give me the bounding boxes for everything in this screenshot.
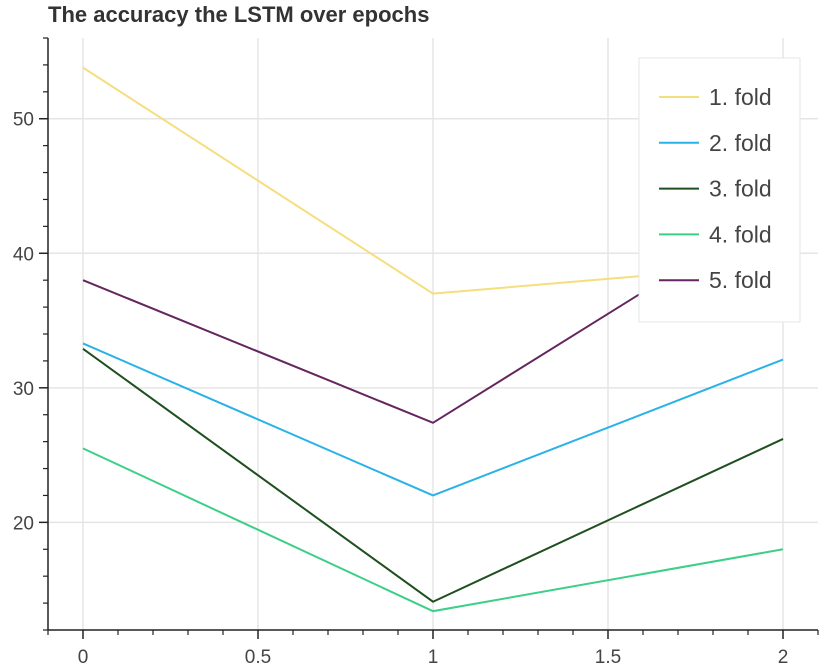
x-tick-label-1: 0.5 (245, 647, 271, 668)
series-line-fold-2 (82, 342, 784, 497)
legend: 1. fold 2. fold 3. fold 4. fold 5. fold (638, 57, 801, 323)
y-tick-label-1: 30 (13, 379, 34, 400)
legend-label-fold-3: 3. fold (709, 176, 772, 202)
x-tick-label-0: 0 (78, 647, 89, 668)
x-tick-label-3: 1.5 (595, 647, 621, 668)
legend-label-fold-5: 5. fold (709, 267, 772, 293)
grid (48, 38, 818, 630)
legend-label-fold-2: 2. fold (709, 130, 772, 156)
y-tick-label-3: 50 (13, 110, 34, 131)
series-line-fold-3 (82, 347, 784, 603)
y-tick-label-0: 20 (13, 513, 34, 534)
legend-box (638, 57, 801, 323)
chart-title: The accuracy the LSTM over epochs (48, 2, 429, 27)
y-tick-label-2: 40 (13, 244, 34, 265)
series-line-fold-4 (82, 447, 784, 613)
legend-label-fold-1: 1. fold (709, 84, 772, 110)
axes: 0 0.5 1 1.5 2 20 30 40 50 (13, 37, 819, 668)
legend-label-fold-4: 4. fold (709, 221, 772, 247)
x-tick-label-4: 2 (778, 647, 789, 668)
x-tick-label-2: 1 (428, 647, 439, 668)
